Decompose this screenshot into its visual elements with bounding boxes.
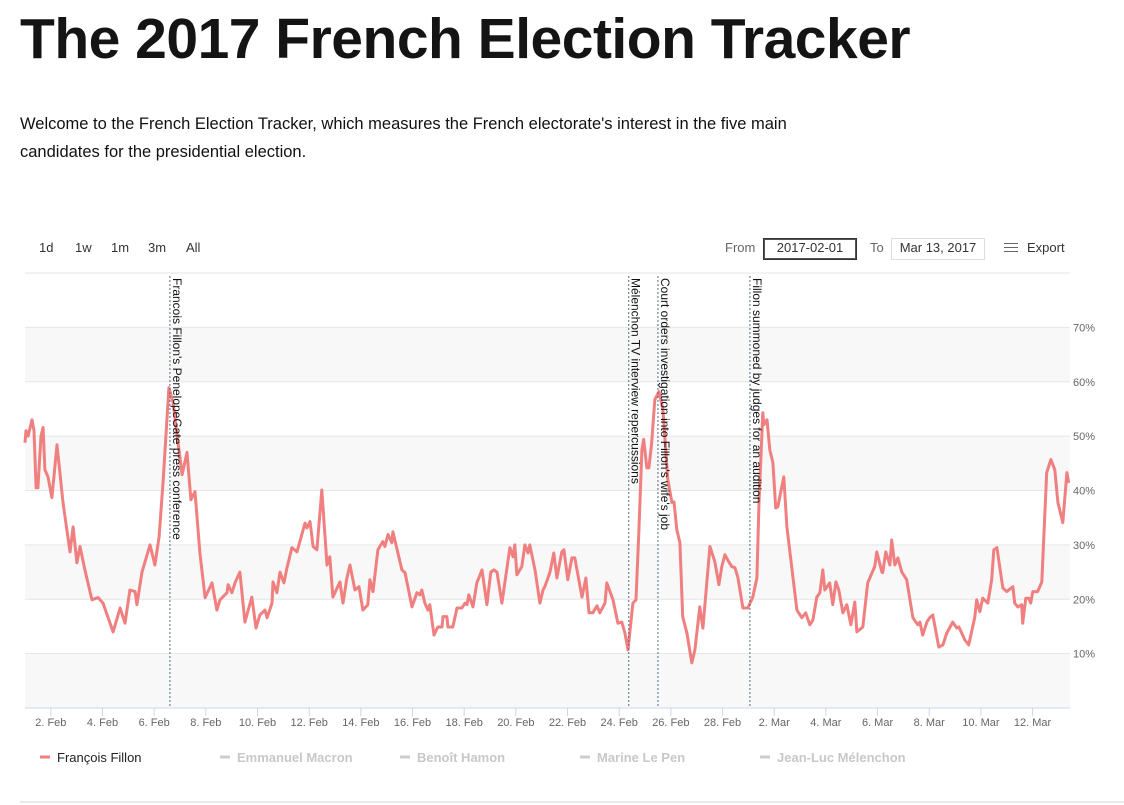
x-tick-label: 18. Feb — [446, 717, 483, 729]
x-tick-label: 8. Mar — [914, 717, 946, 729]
x-tick-label: 6. Feb — [139, 717, 170, 729]
x-tick-label: 22. Feb — [549, 717, 586, 729]
x-tick-label: 26. Feb — [652, 717, 689, 729]
plot-band — [25, 327, 1070, 382]
x-tick-label: 24. Feb — [601, 717, 638, 729]
x-tick-label: 4. Feb — [87, 717, 118, 729]
legend-item[interactable]: Emmanuel Macron — [220, 750, 353, 765]
x-tick-label: 4. Mar — [810, 717, 842, 729]
y-tick-label: 70% — [1073, 322, 1095, 334]
annotation-label: Mélenchon TV interview repercussions — [629, 278, 643, 484]
page-title: The 2017 French Election Tracker — [20, 7, 911, 71]
intro-text: Welcome to the French Election Tracker, … — [20, 115, 787, 161]
legend-item[interactable]: Benoît Hamon — [400, 750, 505, 765]
legend-label: Jean-Luc Mélenchon — [777, 750, 906, 765]
series-line-fillon — [23, 386, 1071, 665]
to-date-input[interactable]: Mar 13, 2017 — [891, 238, 985, 260]
export-label: Export — [1027, 240, 1065, 255]
y-tick-label: 10% — [1073, 649, 1095, 661]
x-tick-label: 14. Feb — [342, 717, 379, 729]
legend-label: Marine Le Pen — [597, 750, 685, 765]
x-tick-label: 28. Feb — [704, 717, 741, 729]
annotation-label: Fillon summoned by judges for an auditio… — [750, 278, 764, 503]
x-tick-label: 20. Feb — [497, 717, 534, 729]
range-1m-button[interactable]: 1m — [111, 240, 130, 255]
plot-bands — [25, 327, 1070, 708]
x-axis: 2. Feb 4. Feb 6. Feb 8. Feb 10. Feb 12. Feb 14… — [25, 707, 1070, 729]
annotation-label: Francois Fillon's PenelopeGate press con… — [170, 278, 184, 540]
legend-item[interactable]: Jean-Luc Mélenchon — [760, 750, 906, 765]
legend-label: Benoît Hamon — [417, 750, 505, 765]
gridlines — [25, 272, 1070, 655]
y-tick-label: 30% — [1073, 540, 1095, 552]
legend-label: Emmanuel Macron — [237, 750, 353, 765]
legend: François Fillon Emmanuel Macron Benoît Ham… — [40, 750, 906, 765]
x-tick-label: 12. Feb — [291, 717, 328, 729]
hamburger-menu-icon — [1004, 242, 1018, 253]
range-3m-button[interactable]: 3m — [148, 240, 167, 255]
x-tick-label: 2. Feb — [35, 717, 66, 729]
to-label: To — [870, 240, 884, 255]
x-tick-label: 10. Mar — [962, 717, 1000, 729]
y-tick-label: 60% — [1073, 377, 1095, 389]
y-tick-label: 50% — [1073, 431, 1095, 443]
from-label: From — [725, 240, 756, 255]
y-axis-labels: 10% 20% 30% 40% 50% 60% 70% — [1073, 322, 1095, 660]
legend-item[interactable]: Marine Le Pen — [580, 750, 685, 765]
range-1d-button[interactable]: 1d — [39, 240, 54, 255]
y-tick-label: 40% — [1073, 486, 1095, 498]
series-layer — [23, 386, 1071, 665]
annotation-label: Court orders investigation into Fillon's… — [658, 278, 672, 530]
from-date-input[interactable]: 2017-02-01 — [763, 238, 857, 260]
range-1w-button[interactable]: 1w — [75, 240, 92, 255]
x-tick-label: 16. Feb — [394, 717, 431, 729]
y-tick-label: 20% — [1073, 594, 1095, 606]
annotations: Francois Fillon's PenelopeGate press con… — [169, 276, 764, 708]
x-tick-label: 6. Mar — [862, 717, 894, 729]
plot-band — [25, 436, 1070, 491]
x-tick-label: 12. Mar — [1014, 717, 1052, 729]
export-button[interactable]: Export — [1004, 240, 1065, 255]
legend-item[interactable]: François Fillon — [40, 750, 142, 765]
range-all-button[interactable]: All — [186, 240, 201, 255]
x-tick-label: 10. Feb — [239, 717, 276, 729]
legend-label: François Fillon — [57, 750, 142, 765]
x-tick-label: 2. Mar — [759, 717, 791, 729]
plot-band — [25, 653, 1070, 708]
plot-band — [25, 544, 1070, 600]
x-tick-label: 8. Feb — [190, 717, 221, 729]
